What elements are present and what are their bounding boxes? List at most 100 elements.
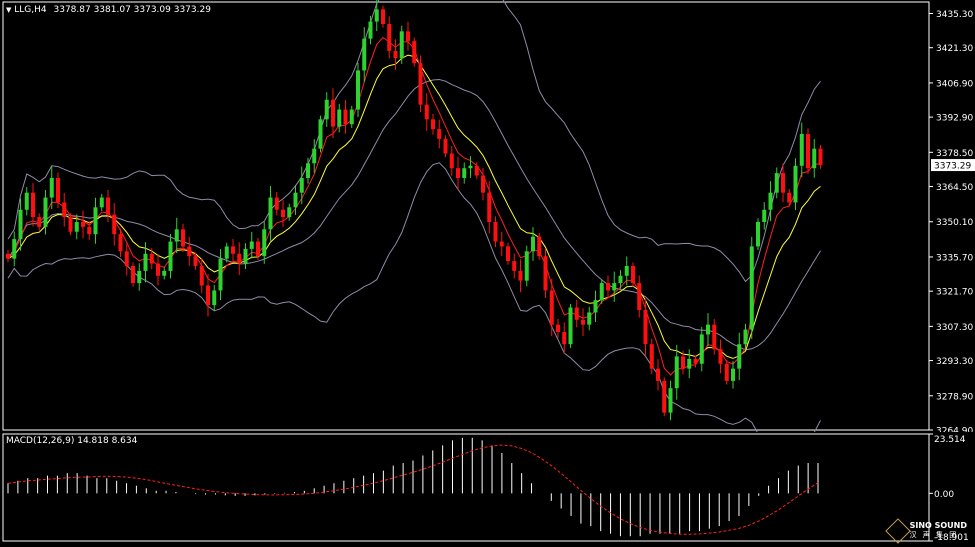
candle-body [556,324,560,332]
candle-body [174,229,179,242]
candle-body [418,63,423,105]
candle-body [337,109,342,127]
candle-body [287,207,292,218]
candle-body [412,41,417,64]
bollinger-lower-line [7,162,821,465]
macd-axis-label: 23.514 [934,435,966,445]
candle-body [299,177,304,193]
price-axis-label: 3307.30 [936,323,973,333]
candle-body [737,344,742,369]
collapse-triangle-icon[interactable]: ▼ [6,6,12,14]
candle-body [812,148,817,169]
candle-body [662,380,667,413]
candle-body [68,217,73,232]
candle-body [524,251,529,281]
macd-frame [2,433,930,542]
candle-body [193,256,198,266]
macd-axis-label: -18.901 [934,533,969,543]
candle-body [343,109,348,125]
candle-body [668,388,673,413]
candle-body [18,209,23,240]
candle-body [781,173,785,193]
candle-body [106,197,110,215]
candle-body [24,192,29,210]
candle-body [593,300,598,313]
candle-body [756,221,760,247]
candle-body [587,312,592,325]
candle-body [799,133,804,166]
candle-body [731,368,735,381]
candle-body [537,236,542,257]
candle-body [574,307,579,320]
candle-body [693,358,698,364]
candle-body [156,263,160,276]
plot-frame [2,1,930,431]
candle-body [618,275,623,284]
price-chart: 3435.30 3421.30 3406.90 3392.90 3378.50 3364.… [2,0,975,465]
candle-body [774,173,779,193]
candle-body [274,197,279,210]
candle-body [743,329,748,345]
price-axis-label: 3321.70 [936,288,973,298]
candle-body [768,192,773,210]
candle-body [162,270,167,276]
candle-body [306,163,310,178]
symbol-header: ▼ LLG,H4 3378.87 3381.07 3373.09 3373.29 [6,5,211,15]
candle-body [674,356,679,389]
candle-body [374,9,379,22]
candle-body [787,192,792,203]
candle-body [349,109,354,125]
candle-body [206,285,210,306]
candle-body [293,192,298,208]
ohlc-readout: 3378.87 3381.07 3373.09 3373.29 [53,5,211,15]
candle-body [718,349,723,364]
candle-body [749,246,754,330]
candle-body [712,324,717,350]
candle-body [643,309,648,345]
candle-body [606,283,610,291]
slow-ma-line [7,54,821,359]
candle-body [406,31,410,42]
candle-body [499,241,504,247]
candle-body [224,246,229,259]
candle-body [637,283,642,310]
candle-body [543,256,548,291]
logo-subtext: 汉 声 集 团 [909,531,959,539]
candle-body [549,290,554,325]
candle-body [93,207,98,235]
candle-body [456,168,460,178]
candle-body [581,319,585,325]
candle-body [12,239,17,259]
candle-body [249,241,254,249]
candle-body [81,221,85,227]
candle-body [368,21,373,39]
candle-body [31,192,35,218]
candle-body [137,270,142,284]
symbol-label: LLG,H4 [14,5,47,15]
price-axis-label: 3392.90 [936,114,973,124]
candle-body [181,229,185,247]
candle-body [681,356,685,369]
candle-body [43,197,48,227]
candle-body [112,214,117,235]
candle-body [312,148,317,164]
brand-logo: SINO SOUND 汉 声 集 团 [884,517,967,544]
candle-body [262,229,267,257]
candle-body [56,177,60,203]
candle-body [356,70,360,110]
candle-body [431,119,435,130]
price-axis-label: 3350.10 [936,218,973,228]
candle-body [199,265,204,286]
macd-chart: 23.514 0.00 -18.901 [2,433,969,543]
candle-body [74,221,79,232]
candle-body [318,119,323,149]
macd-header: MACD(12,26,9) 14.818 8.634 [6,436,138,446]
candle-body [462,168,467,178]
candle-body [331,99,335,127]
macd-axis-label: 0.00 [934,490,954,500]
candle-body [762,209,767,222]
candle-body [387,23,392,51]
candle-body [118,234,123,252]
logo-text: SINO SOUND [909,521,967,530]
candle-body [149,253,154,264]
